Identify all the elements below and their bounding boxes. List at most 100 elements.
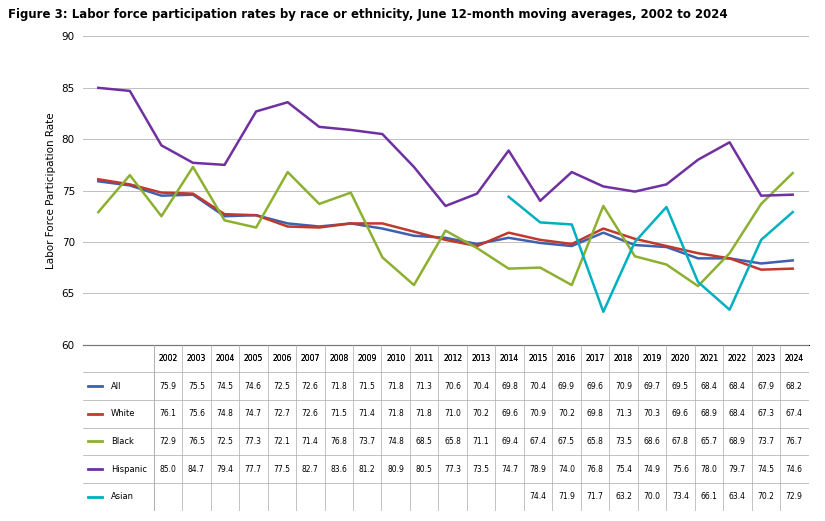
Text: 67.4: 67.4 xyxy=(785,410,803,418)
Text: All: All xyxy=(111,381,121,391)
Text: 2003: 2003 xyxy=(186,354,206,363)
Text: Black: Black xyxy=(111,437,134,446)
Text: 67.8: 67.8 xyxy=(672,437,689,446)
Text: 84.7: 84.7 xyxy=(188,465,205,474)
Text: 68.6: 68.6 xyxy=(644,437,660,446)
Text: 70.2: 70.2 xyxy=(757,492,774,501)
Text: 70.3: 70.3 xyxy=(644,410,660,418)
Text: 77.7: 77.7 xyxy=(245,465,262,474)
Text: 71.8: 71.8 xyxy=(416,410,432,418)
Text: 2015: 2015 xyxy=(528,354,548,363)
Text: 2010: 2010 xyxy=(386,354,405,363)
Text: 70.4: 70.4 xyxy=(473,381,489,391)
Text: 75.6: 75.6 xyxy=(672,465,689,474)
Text: 80.5: 80.5 xyxy=(416,465,432,474)
Text: 73.5: 73.5 xyxy=(473,465,489,474)
Text: 76.8: 76.8 xyxy=(587,465,603,474)
Text: 2011: 2011 xyxy=(415,354,434,363)
Text: 68.2: 68.2 xyxy=(786,381,803,391)
Text: 68.5: 68.5 xyxy=(416,437,432,446)
Text: 71.4: 71.4 xyxy=(302,437,318,446)
Text: 66.1: 66.1 xyxy=(700,492,717,501)
Text: 70.0: 70.0 xyxy=(644,492,660,501)
Text: 70.9: 70.9 xyxy=(530,410,546,418)
Text: 74.5: 74.5 xyxy=(216,381,233,391)
Text: 65.7: 65.7 xyxy=(700,437,718,446)
Text: 72.5: 72.5 xyxy=(273,381,290,391)
Text: 2019: 2019 xyxy=(643,354,662,363)
Text: 76.7: 76.7 xyxy=(785,437,803,446)
Text: 2007: 2007 xyxy=(300,354,320,363)
Text: 2002: 2002 xyxy=(158,354,177,363)
Text: 71.5: 71.5 xyxy=(330,410,347,418)
Text: 74.9: 74.9 xyxy=(644,465,660,474)
Text: 75.6: 75.6 xyxy=(188,410,205,418)
Text: 83.6: 83.6 xyxy=(330,465,347,474)
Text: 76.1: 76.1 xyxy=(159,410,177,418)
Text: 2004: 2004 xyxy=(215,354,234,363)
Text: 65.8: 65.8 xyxy=(587,437,603,446)
Text: 74.7: 74.7 xyxy=(245,410,262,418)
Text: 67.5: 67.5 xyxy=(558,437,575,446)
Text: 71.8: 71.8 xyxy=(387,410,404,418)
Text: 74.4: 74.4 xyxy=(530,492,546,501)
Text: 2013: 2013 xyxy=(471,354,491,363)
Text: 74.5: 74.5 xyxy=(757,465,775,474)
Text: 69.6: 69.6 xyxy=(587,381,603,391)
Text: 2017: 2017 xyxy=(586,354,605,363)
Text: 74.6: 74.6 xyxy=(785,465,803,474)
Text: 2009: 2009 xyxy=(357,354,377,363)
Text: 75.9: 75.9 xyxy=(159,381,177,391)
Text: 68.9: 68.9 xyxy=(728,437,746,446)
Text: 79.4: 79.4 xyxy=(216,465,233,474)
Text: 2022: 2022 xyxy=(728,354,747,363)
Text: 70.6: 70.6 xyxy=(444,381,461,391)
Text: Asian: Asian xyxy=(111,492,134,501)
Text: 68.4: 68.4 xyxy=(728,381,746,391)
Text: 2006: 2006 xyxy=(272,354,291,363)
Text: 2021: 2021 xyxy=(700,354,719,363)
Text: 80.9: 80.9 xyxy=(387,465,404,474)
Text: 72.7: 72.7 xyxy=(273,410,290,418)
Text: 69.4: 69.4 xyxy=(501,437,518,446)
Text: 2003: 2003 xyxy=(186,354,206,363)
Text: 72.9: 72.9 xyxy=(159,437,177,446)
Text: 2015: 2015 xyxy=(528,354,548,363)
Text: 75.4: 75.4 xyxy=(615,465,632,474)
Text: 2020: 2020 xyxy=(671,354,690,363)
Text: 82.7: 82.7 xyxy=(302,465,318,474)
Y-axis label: Labor Force Participation Rate: Labor Force Participation Rate xyxy=(46,112,56,269)
Text: 77.3: 77.3 xyxy=(245,437,262,446)
Text: 2019: 2019 xyxy=(643,354,662,363)
Text: 71.3: 71.3 xyxy=(615,410,632,418)
Text: 85.0: 85.0 xyxy=(159,465,177,474)
Text: 2024: 2024 xyxy=(785,354,804,363)
Text: 71.4: 71.4 xyxy=(359,410,375,418)
Text: 72.6: 72.6 xyxy=(302,410,318,418)
Text: 63.2: 63.2 xyxy=(615,492,632,501)
Text: 2008: 2008 xyxy=(329,354,348,363)
Text: 76.8: 76.8 xyxy=(330,437,347,446)
Text: 79.7: 79.7 xyxy=(728,465,746,474)
Text: 71.5: 71.5 xyxy=(359,381,375,391)
Text: 71.0: 71.0 xyxy=(444,410,461,418)
Text: 2022: 2022 xyxy=(728,354,747,363)
Text: 70.9: 70.9 xyxy=(615,381,632,391)
Text: 72.9: 72.9 xyxy=(786,492,803,501)
Text: 2004: 2004 xyxy=(215,354,234,363)
Text: 2021: 2021 xyxy=(700,354,719,363)
Text: 72.6: 72.6 xyxy=(302,381,318,391)
Text: 2005: 2005 xyxy=(243,354,263,363)
Text: 71.1: 71.1 xyxy=(473,437,489,446)
Text: 73.7: 73.7 xyxy=(757,437,775,446)
Text: Figure 3: Labor force participation rates by race or ethnicity, June 12-month mo: Figure 3: Labor force participation rate… xyxy=(8,8,728,21)
Text: 2018: 2018 xyxy=(614,354,633,363)
Text: 2023: 2023 xyxy=(757,354,775,363)
Text: 70.2: 70.2 xyxy=(473,410,489,418)
Text: 2020: 2020 xyxy=(671,354,690,363)
Text: 69.6: 69.6 xyxy=(501,410,518,418)
Text: 69.6: 69.6 xyxy=(672,410,689,418)
Text: 81.2: 81.2 xyxy=(359,465,375,474)
Text: 2007: 2007 xyxy=(300,354,320,363)
Text: 2018: 2018 xyxy=(614,354,633,363)
